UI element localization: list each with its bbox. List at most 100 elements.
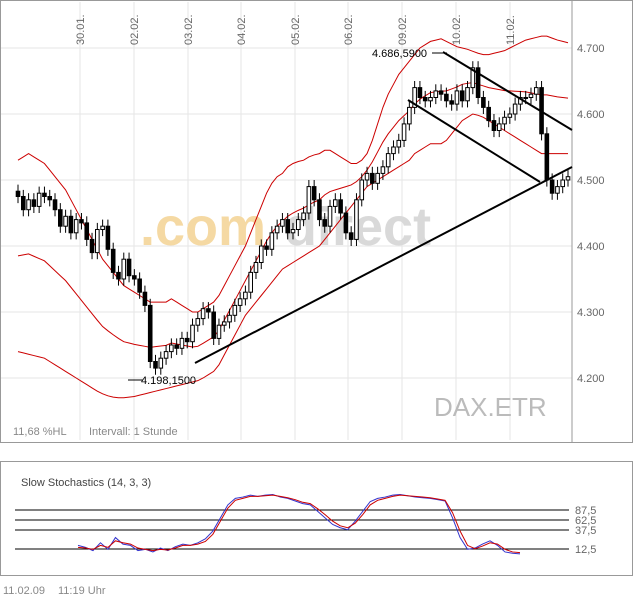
candle-body	[449, 100, 454, 105]
candle-body	[565, 176, 571, 181]
candle-body	[555, 186, 560, 194]
price-x-tick-label: 03.02.	[183, 14, 195, 45]
candle-body	[470, 67, 476, 89]
candle-body	[243, 291, 248, 300]
candle-body	[486, 106, 491, 122]
candle-body	[311, 186, 317, 201]
candle-body	[422, 97, 428, 102]
candle-body	[370, 172, 375, 184]
stoch-y-tick-label: 37,5	[575, 525, 596, 537]
candle-body	[512, 103, 518, 115]
price-y-tick-label: 4.700	[577, 43, 605, 55]
volatility-label: 11,68 %HL	[13, 426, 67, 438]
candle-body	[174, 344, 179, 349]
candle-body	[433, 90, 439, 99]
candle-body	[84, 222, 90, 240]
candle-body	[26, 199, 31, 211]
watermark-left: .com	[140, 197, 266, 257]
candle-body	[359, 179, 365, 201]
candle-body	[269, 232, 275, 250]
candle-body	[396, 139, 402, 148]
candle-body	[68, 215, 74, 234]
candle-body	[380, 166, 386, 174]
price-y-tick-label: 4.500	[577, 175, 605, 187]
candle-body	[211, 311, 216, 339]
candle-body	[253, 262, 259, 273]
candle-body	[481, 97, 486, 108]
candle-body	[301, 212, 306, 221]
price-x-tick-label: 05.02.	[290, 14, 302, 45]
stoch-y-tick-label: 62,5	[575, 515, 596, 527]
candle-body	[444, 93, 449, 102]
candle-body	[73, 219, 79, 234]
candle-body	[184, 337, 190, 343]
candle-body	[280, 219, 285, 227]
candle-body	[158, 357, 164, 369]
candle-body	[333, 199, 338, 207]
candle-body	[227, 314, 232, 323]
price-y-tick-label: 4.200	[577, 373, 605, 385]
price-y-tick-label: 4.300	[577, 307, 605, 319]
candle-body	[454, 90, 460, 105]
footer-time: 11:19 Uhr	[58, 585, 106, 597]
candle-body	[100, 225, 105, 230]
candle-body	[105, 225, 111, 250]
candle-body	[401, 123, 407, 141]
candle-body	[79, 219, 84, 224]
candle-body	[258, 245, 264, 263]
low-annotation: 4.198,1500	[141, 375, 196, 387]
candle-body	[95, 229, 100, 254]
candle-body	[142, 291, 148, 306]
candle-body	[306, 186, 312, 214]
stochastics-levels: 12,5 37,562,587,5	[15, 505, 596, 556]
candle-body	[549, 179, 555, 194]
candle-body	[407, 106, 412, 125]
candle-body	[475, 67, 481, 99]
candle-body	[285, 219, 291, 234]
stochastics-title: Slow Stochastics (14, 3, 3)	[21, 477, 151, 489]
candle-body	[89, 238, 95, 254]
price-x-tick-label: 04.02.	[236, 14, 248, 45]
candle-body	[36, 192, 42, 207]
price-x-tick-label: 11.02.	[505, 15, 517, 45]
candle-body	[528, 93, 534, 98]
candle-body	[15, 190, 21, 198]
candle-body	[507, 113, 513, 118]
candle-body	[428, 97, 433, 102]
stoch-d-line	[77, 494, 521, 554]
high-annotation: 4.686,5900	[372, 48, 427, 60]
candle-body	[163, 351, 169, 359]
candle-body	[47, 196, 53, 201]
candle-body	[544, 133, 550, 181]
candle-body	[327, 205, 333, 227]
candle-body	[375, 172, 380, 184]
candle-body	[364, 172, 370, 181]
candle-body	[465, 87, 470, 102]
candle-body	[317, 199, 322, 221]
candlestick-series	[15, 61, 571, 375]
candle-body	[206, 308, 211, 313]
candle-body	[459, 90, 465, 102]
price-y-axis: 4.200 4.300 4.400 4.500 4.600 4.700	[577, 43, 605, 385]
candle-body	[496, 123, 502, 132]
stochastics-frame	[0, 461, 633, 576]
candle-body	[126, 258, 132, 277]
interval-label: Intervall: 1 Stunde	[89, 426, 178, 438]
candle-body	[52, 199, 58, 211]
candle-body	[121, 258, 127, 280]
candle-body	[20, 196, 26, 211]
candle-body	[417, 87, 423, 98]
bollinger-upper-band	[17, 35, 569, 313]
candle-body	[385, 153, 391, 168]
mid-trendline	[407, 99, 541, 183]
candle-body	[110, 248, 116, 273]
price-x-axis: 30.01. 02.02. 03.02. 04.02. 05.02. 06.02. 09.0…	[75, 14, 517, 45]
candle-body	[42, 192, 47, 197]
bollinger-lower-band	[17, 113, 568, 399]
stochastics-lines	[77, 493, 521, 555]
stoch-y-tick-label: 12,5	[575, 544, 596, 556]
candle-body	[179, 337, 185, 349]
stoch-k-line	[77, 493, 521, 555]
footer-date: 11.02.09	[3, 585, 45, 597]
